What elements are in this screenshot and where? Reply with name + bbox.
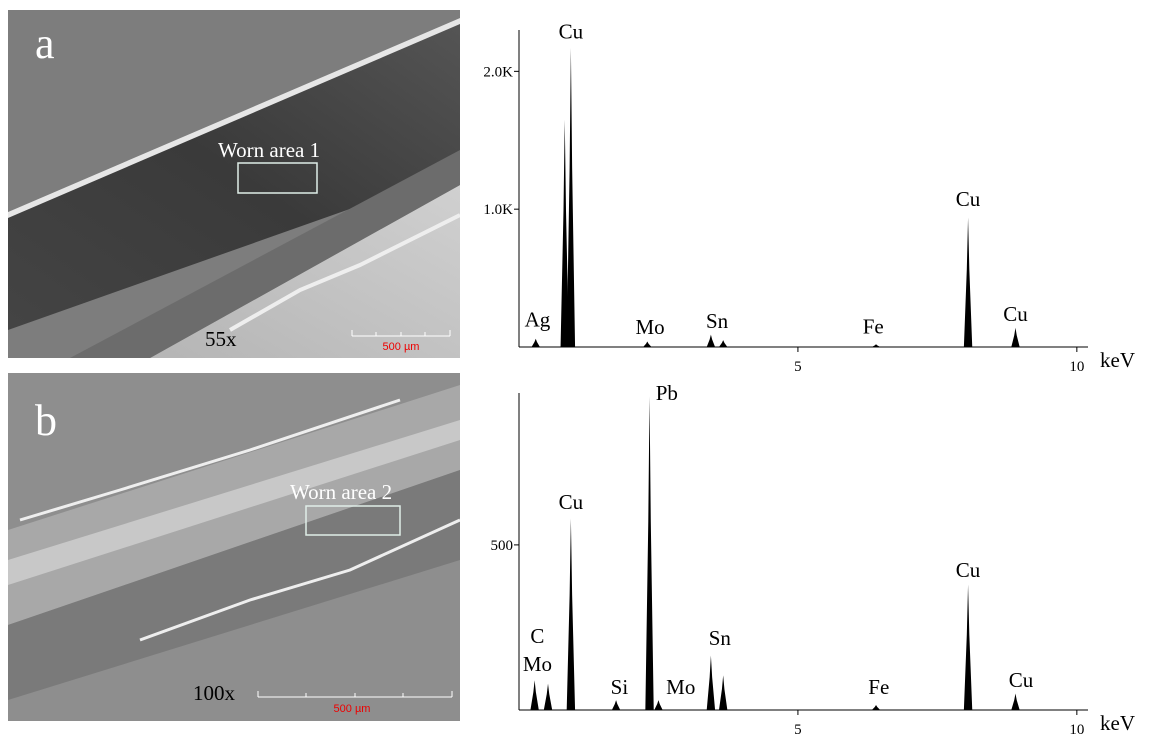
peak xyxy=(560,119,569,347)
y-tick-label: 1.0K xyxy=(483,202,513,218)
scale-bar xyxy=(257,691,453,698)
peak-label: Fe xyxy=(863,314,884,338)
peak-label: Sn xyxy=(709,626,732,650)
peak xyxy=(543,683,553,710)
peak xyxy=(871,705,881,710)
x-axis-label: keV xyxy=(1100,348,1135,372)
peak-label: Cu xyxy=(559,19,584,43)
sem-image-b xyxy=(8,373,460,721)
x-tick-label: 5 xyxy=(794,722,802,738)
peak-label: Cu xyxy=(559,490,584,514)
peak-label: Pb xyxy=(656,381,678,405)
peak xyxy=(1011,327,1020,347)
peak xyxy=(654,700,663,710)
area-box xyxy=(237,162,318,194)
peak xyxy=(566,47,576,348)
y-tick-label: 2.0K xyxy=(483,64,513,80)
peak-label: Mo xyxy=(666,675,695,699)
area-label: Worn area 2 xyxy=(290,480,392,504)
peak-label: Cu xyxy=(956,187,981,211)
scale-label: 500 µm xyxy=(383,341,420,353)
peak-label: Mo xyxy=(523,652,552,676)
peak xyxy=(963,217,973,347)
peak-label: Cu xyxy=(1003,302,1028,326)
x-tick-label: 10 xyxy=(1069,359,1084,375)
peak-label: Si xyxy=(611,675,629,699)
peak xyxy=(645,396,654,710)
y-tick-label: 500 xyxy=(491,538,514,554)
peak xyxy=(963,584,973,710)
peak-label: C xyxy=(530,624,544,648)
panel-label: b xyxy=(35,396,57,445)
peak xyxy=(566,518,576,710)
scale-label: 500 µm xyxy=(334,703,371,715)
peak xyxy=(706,655,716,710)
sem-image-a xyxy=(8,10,460,358)
area-box xyxy=(305,505,401,536)
peak xyxy=(718,675,728,710)
x-axis-label: keV xyxy=(1100,711,1135,735)
peak xyxy=(643,341,652,347)
peak-label: Cu xyxy=(956,558,981,582)
peak-label: Ag xyxy=(525,307,551,331)
peak xyxy=(718,340,728,347)
peak xyxy=(530,680,539,710)
peak xyxy=(871,344,881,347)
peak xyxy=(706,334,716,347)
x-tick-label: 5 xyxy=(794,359,802,375)
peak xyxy=(531,338,540,347)
magnification: 100x xyxy=(193,681,236,705)
peak-label: Sn xyxy=(706,309,729,333)
area-label: Worn area 1 xyxy=(218,138,320,162)
peak xyxy=(611,700,621,710)
magnification: 55x xyxy=(205,327,237,351)
scale-bar xyxy=(351,330,451,337)
panel-label: a xyxy=(35,19,55,68)
peak-label: Cu xyxy=(1009,668,1034,692)
peak-label: Mo xyxy=(635,315,664,339)
peak xyxy=(1011,693,1020,710)
x-tick-label: 10 xyxy=(1069,722,1084,738)
peak-label: Fe xyxy=(868,675,889,699)
